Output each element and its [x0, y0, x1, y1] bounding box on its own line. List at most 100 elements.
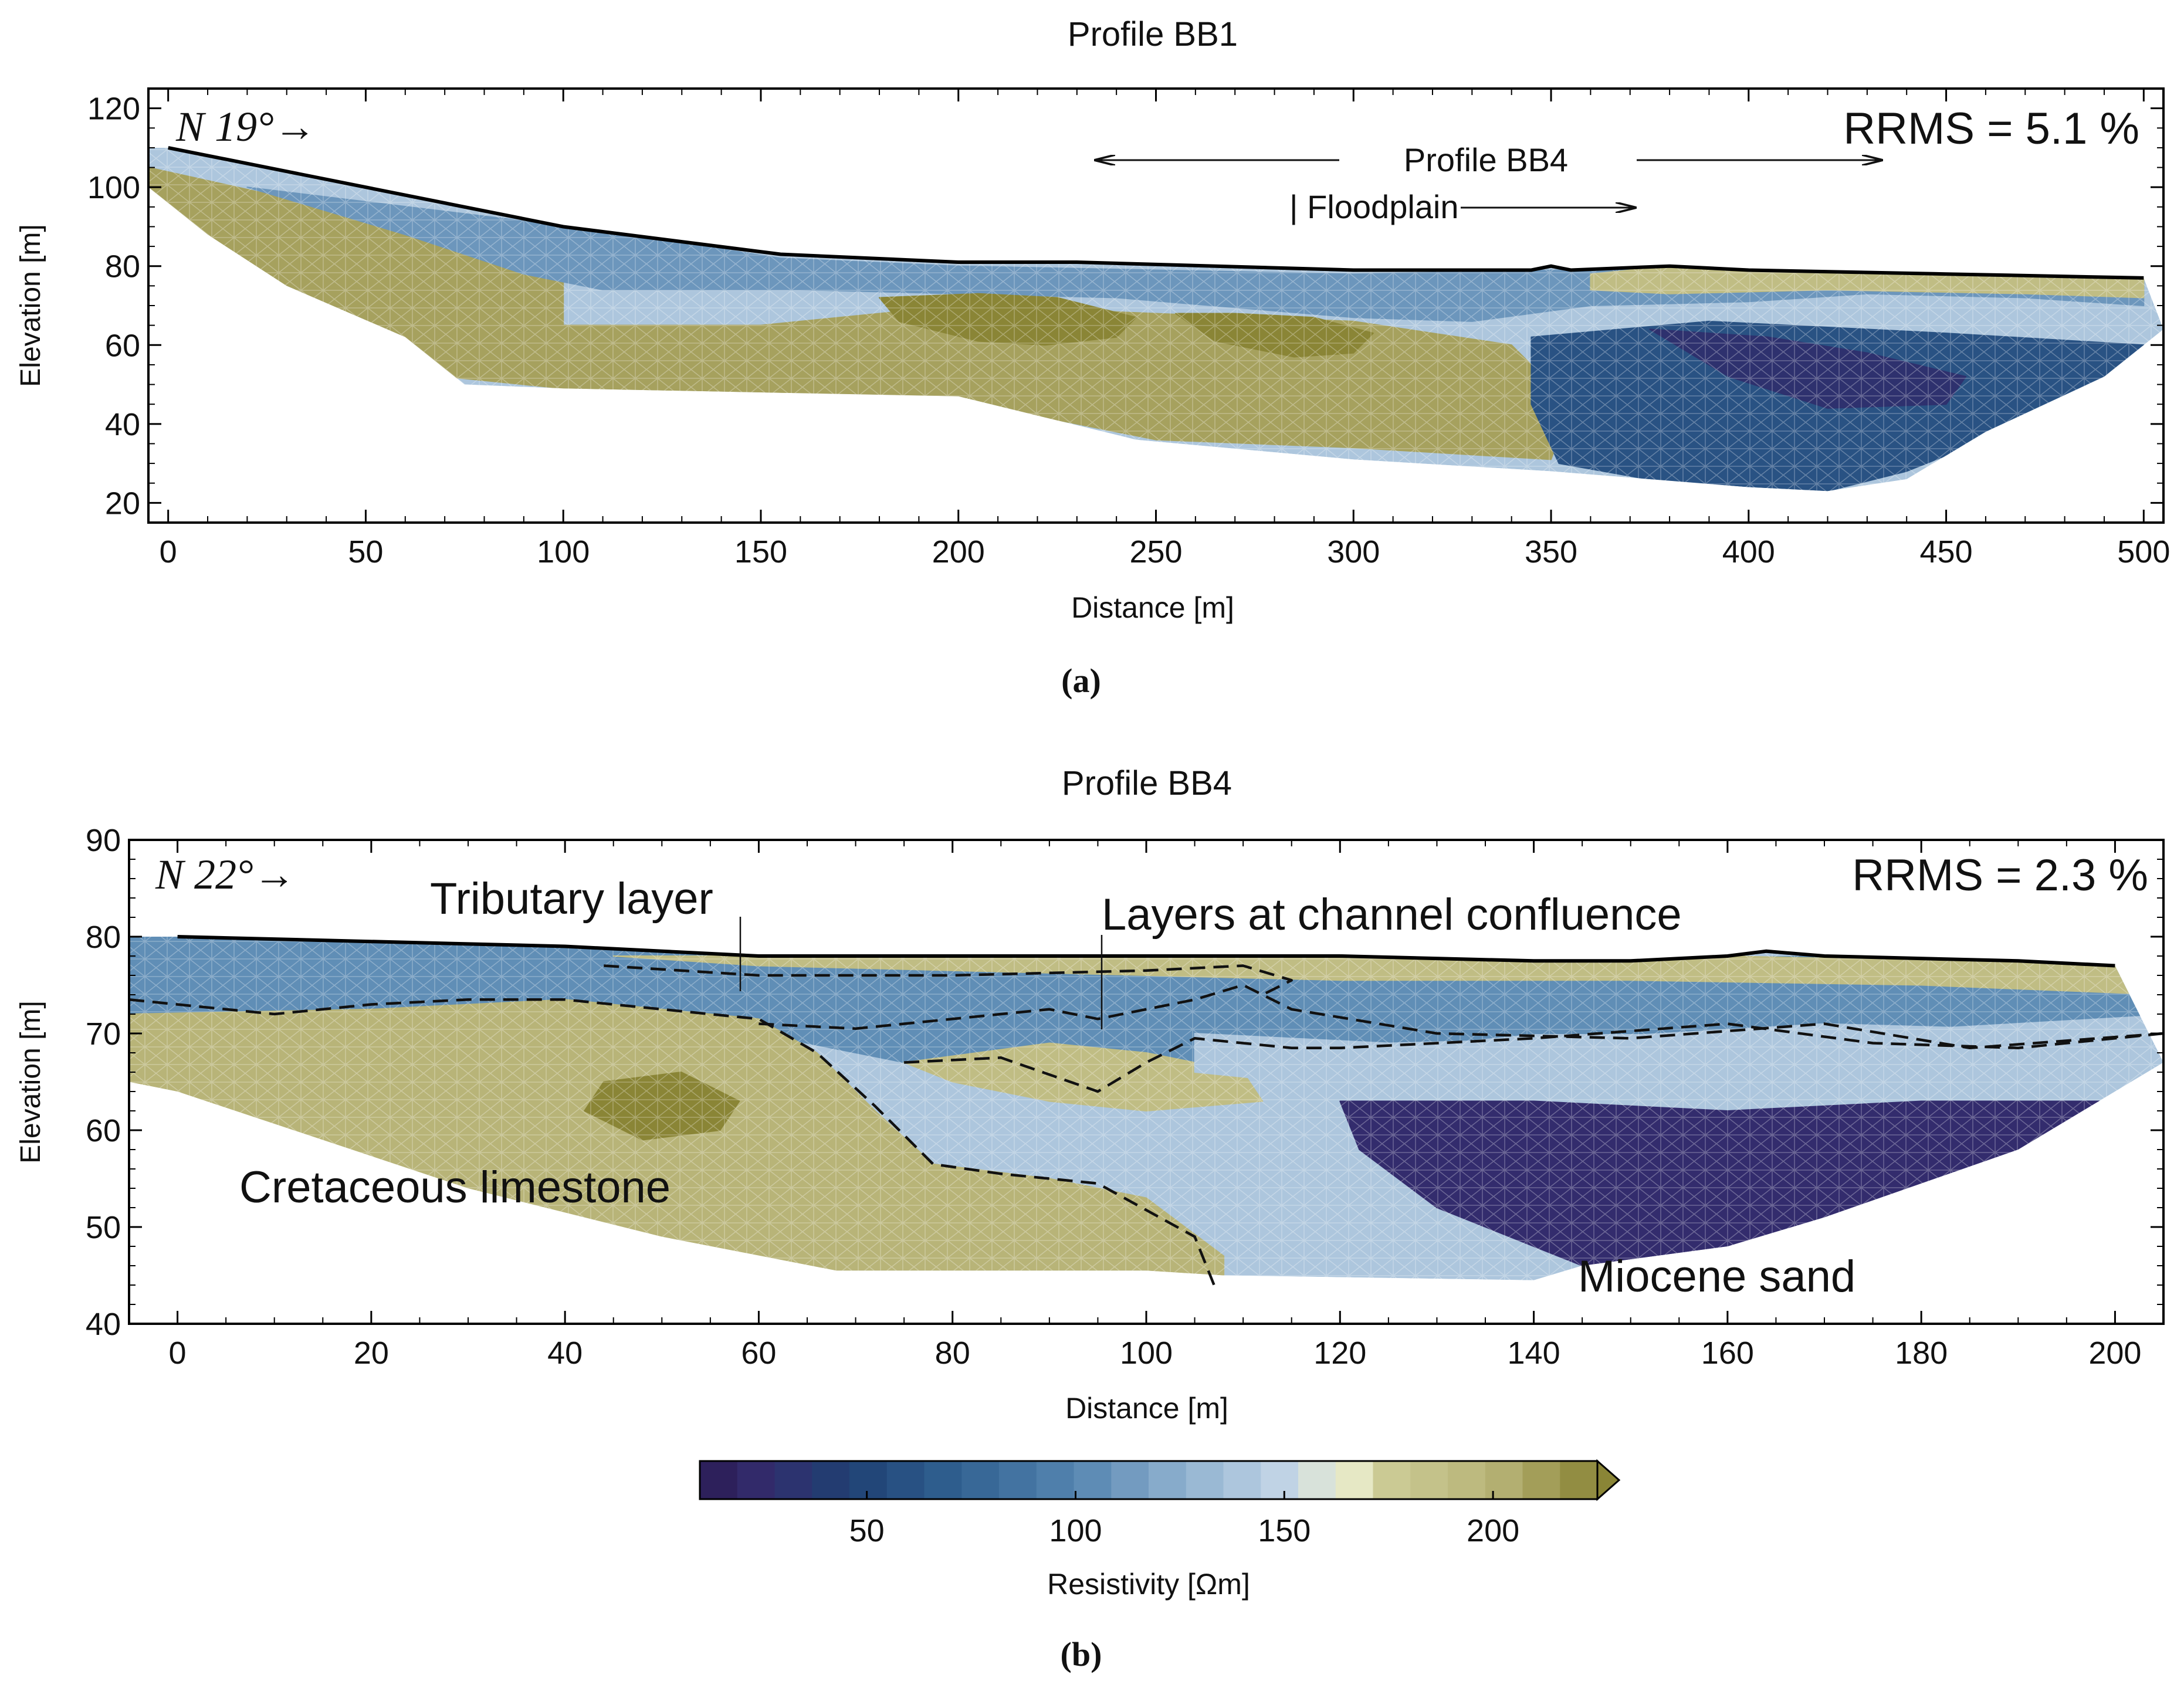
colorbar: 50 100 150 200 Resistivity [Ωm]: [699, 1459, 1621, 1601]
colorbar-segment: [774, 1461, 812, 1499]
colorbar-segment: [1485, 1461, 1523, 1499]
panel-a-mesh-overlay: [148, 147, 2163, 492]
panel-a-surface-line: [168, 145, 2144, 280]
panel-a-y-tick-label: 20: [105, 486, 140, 521]
colorbar-segment: [1261, 1461, 1299, 1499]
colorbar-segment: [886, 1461, 925, 1499]
panel-b-y-tick-label: 90: [86, 823, 121, 858]
panel-b-x-axis-label: Distance [m]: [1065, 1392, 1228, 1425]
panel-a-x-tick-label: 350: [1525, 534, 1577, 570]
panel-b-y-axis-label: Elevation [m]: [15, 1001, 46, 1163]
panel-a-x-tick-label: 400: [1722, 534, 1775, 570]
panel-b-mesh-overlay: [129, 937, 2163, 1280]
colorbar-segment: [812, 1461, 850, 1499]
colorbar-tick-label: 50: [849, 1513, 885, 1548]
colorbar-tick-label: 150: [1258, 1513, 1311, 1548]
panel-a-y-tick-label: 120: [87, 91, 140, 127]
colorbar-segments: [700, 1461, 1598, 1499]
panel-b: Profile BB4 0 20 40 60 80 100 120 140 160 180 200 …: [15, 764, 2165, 1425]
panel-b-y-tick-label: 70: [86, 1016, 121, 1052]
panel-b-x-ticks: 0 20 40 60 80 100 120 140 160 180 200: [128, 840, 2164, 1371]
panel-a-floodplain-label: | Floodplain: [1289, 188, 1459, 225]
panel-b-sand-label: Miocene sand: [1578, 1252, 1855, 1301]
panel-b-tributary-label: Tributary layer: [430, 874, 713, 924]
panel-b-x-tick-label: 40: [547, 1336, 583, 1371]
colorbar-label: Resistivity [Ωm]: [1047, 1568, 1250, 1601]
panel-b-rrms-label: RRMS = 2.3 %: [1852, 850, 2148, 900]
panel-b-y-tick-label: 40: [86, 1307, 121, 1342]
panel-a-y-ticks: 20 40 60 80 100 120: [87, 88, 2163, 523]
colorbar-segment: [1410, 1461, 1448, 1499]
panel-b-interface-3: [604, 964, 1293, 996]
panel-b-x-tick-label: 100: [1120, 1336, 1173, 1371]
colorbar-segment: [1335, 1461, 1374, 1499]
panel-b-interface-1: [759, 984, 2163, 1050]
panel-b-x-tick-label: 120: [1313, 1336, 1366, 1371]
panel-a-x-tick-label: 450: [1920, 534, 1973, 570]
panel-a-rrms-label: RRMS = 5.1 %: [1843, 104, 2139, 154]
colorbar-segment: [1448, 1461, 1486, 1499]
colorbar-segment: [1560, 1461, 1598, 1499]
colorbar-segment: [1223, 1461, 1261, 1499]
panel-b-caption: (b): [1061, 1635, 1102, 1673]
colorbar-tick-label: 200: [1467, 1513, 1519, 1548]
panel-b-x-tick-label: 180: [1895, 1336, 1948, 1371]
colorbar-segment: [1111, 1461, 1149, 1499]
colorbar-segment: [1149, 1461, 1187, 1499]
panel-a-y-tick-label: 100: [87, 170, 140, 205]
colorbar-segment: [700, 1461, 738, 1499]
panel-a-y-tick-label: 40: [105, 407, 140, 442]
panel-a-x-tick-label: 150: [734, 534, 787, 570]
colorbar-segment: [1036, 1461, 1075, 1499]
colorbar-segment: [1298, 1461, 1336, 1499]
panel-b-confluence-label: Layers at channel confluence: [1102, 890, 1682, 940]
panel-a-x-tick-label: 50: [348, 534, 383, 570]
panel-b-y-tick-label: 80: [86, 920, 121, 955]
panel-b-y-ticks: 40 50 60 70 80 90: [86, 823, 2163, 1342]
panel-a-x-axis-label: Distance [m]: [1071, 591, 1234, 624]
panel-b-x-tick-label: 60: [741, 1336, 776, 1371]
panel-a-x-ticks: 0 50 100 150 200 250 300 350 400 450 500: [160, 89, 2170, 570]
panel-a-x-tick-label: 100: [537, 534, 590, 570]
panel-b-title: Profile BB4: [1062, 764, 1232, 802]
panel-b-limestone-label: Cretaceous limestone: [239, 1162, 671, 1212]
colorbar-segment: [961, 1461, 1000, 1499]
colorbar-segment: [924, 1461, 962, 1499]
panel-b-direction-label: N 22°→: [155, 851, 296, 898]
colorbar-segment: [1522, 1461, 1560, 1499]
panel-a-x-tick-label: 500: [2117, 534, 2170, 570]
panel-a-x-tick-label: 200: [932, 534, 985, 570]
panel-a-profile-label: Profile BB4: [1404, 141, 1568, 178]
panel-b-interfaces: [129, 964, 2163, 1286]
panel-a: Profile BB1 0 50 100 150 200 250 300 350 400 450 5…: [15, 15, 2170, 700]
colorbar-extend-triangle: [1596, 1459, 1621, 1501]
colorbar-segment: [849, 1461, 888, 1499]
panel-b-x-tick-label: 0: [169, 1336, 187, 1371]
panel-b-x-tick-label: 20: [354, 1336, 389, 1371]
panel-b-x-tick-label: 140: [1508, 1336, 1560, 1371]
panel-a-title: Profile BB1: [1068, 15, 1238, 53]
panel-b-x-tick-label: 160: [1701, 1336, 1754, 1371]
panel-a-x-tick-label: 0: [160, 534, 177, 570]
colorbar-segment: [1074, 1461, 1112, 1499]
panel-a-x-tick-label: 250: [1129, 534, 1182, 570]
colorbar-tick-label: 100: [1049, 1513, 1102, 1548]
panel-a-y-axis-label: Elevation [m]: [15, 224, 46, 387]
panel-b-interface-2: [903, 1022, 2163, 1093]
colorbar-segment: [737, 1461, 776, 1499]
panel-b-surface-line: [177, 935, 2115, 968]
panel-b-y-tick-label: 50: [86, 1210, 121, 1245]
panel-b-x-tick-label: 80: [935, 1336, 970, 1371]
panel-b-interface-0: [129, 998, 1215, 1286]
panel-a-direction-label: N 19°→: [175, 103, 316, 150]
colorbar-segment: [1186, 1461, 1224, 1499]
panel-a-caption: (a): [1061, 662, 1101, 700]
colorbar-segment: [1373, 1461, 1411, 1499]
panel-b-y-tick-label: 60: [86, 1113, 121, 1148]
colorbar-ticks: 50 100 150 200: [849, 1491, 1519, 1548]
panel-b-x-tick-label: 200: [2088, 1336, 2141, 1371]
panel-a-y-tick-label: 80: [105, 249, 140, 284]
colorbar-segment: [999, 1461, 1037, 1499]
panel-a-x-tick-label: 300: [1327, 534, 1380, 570]
